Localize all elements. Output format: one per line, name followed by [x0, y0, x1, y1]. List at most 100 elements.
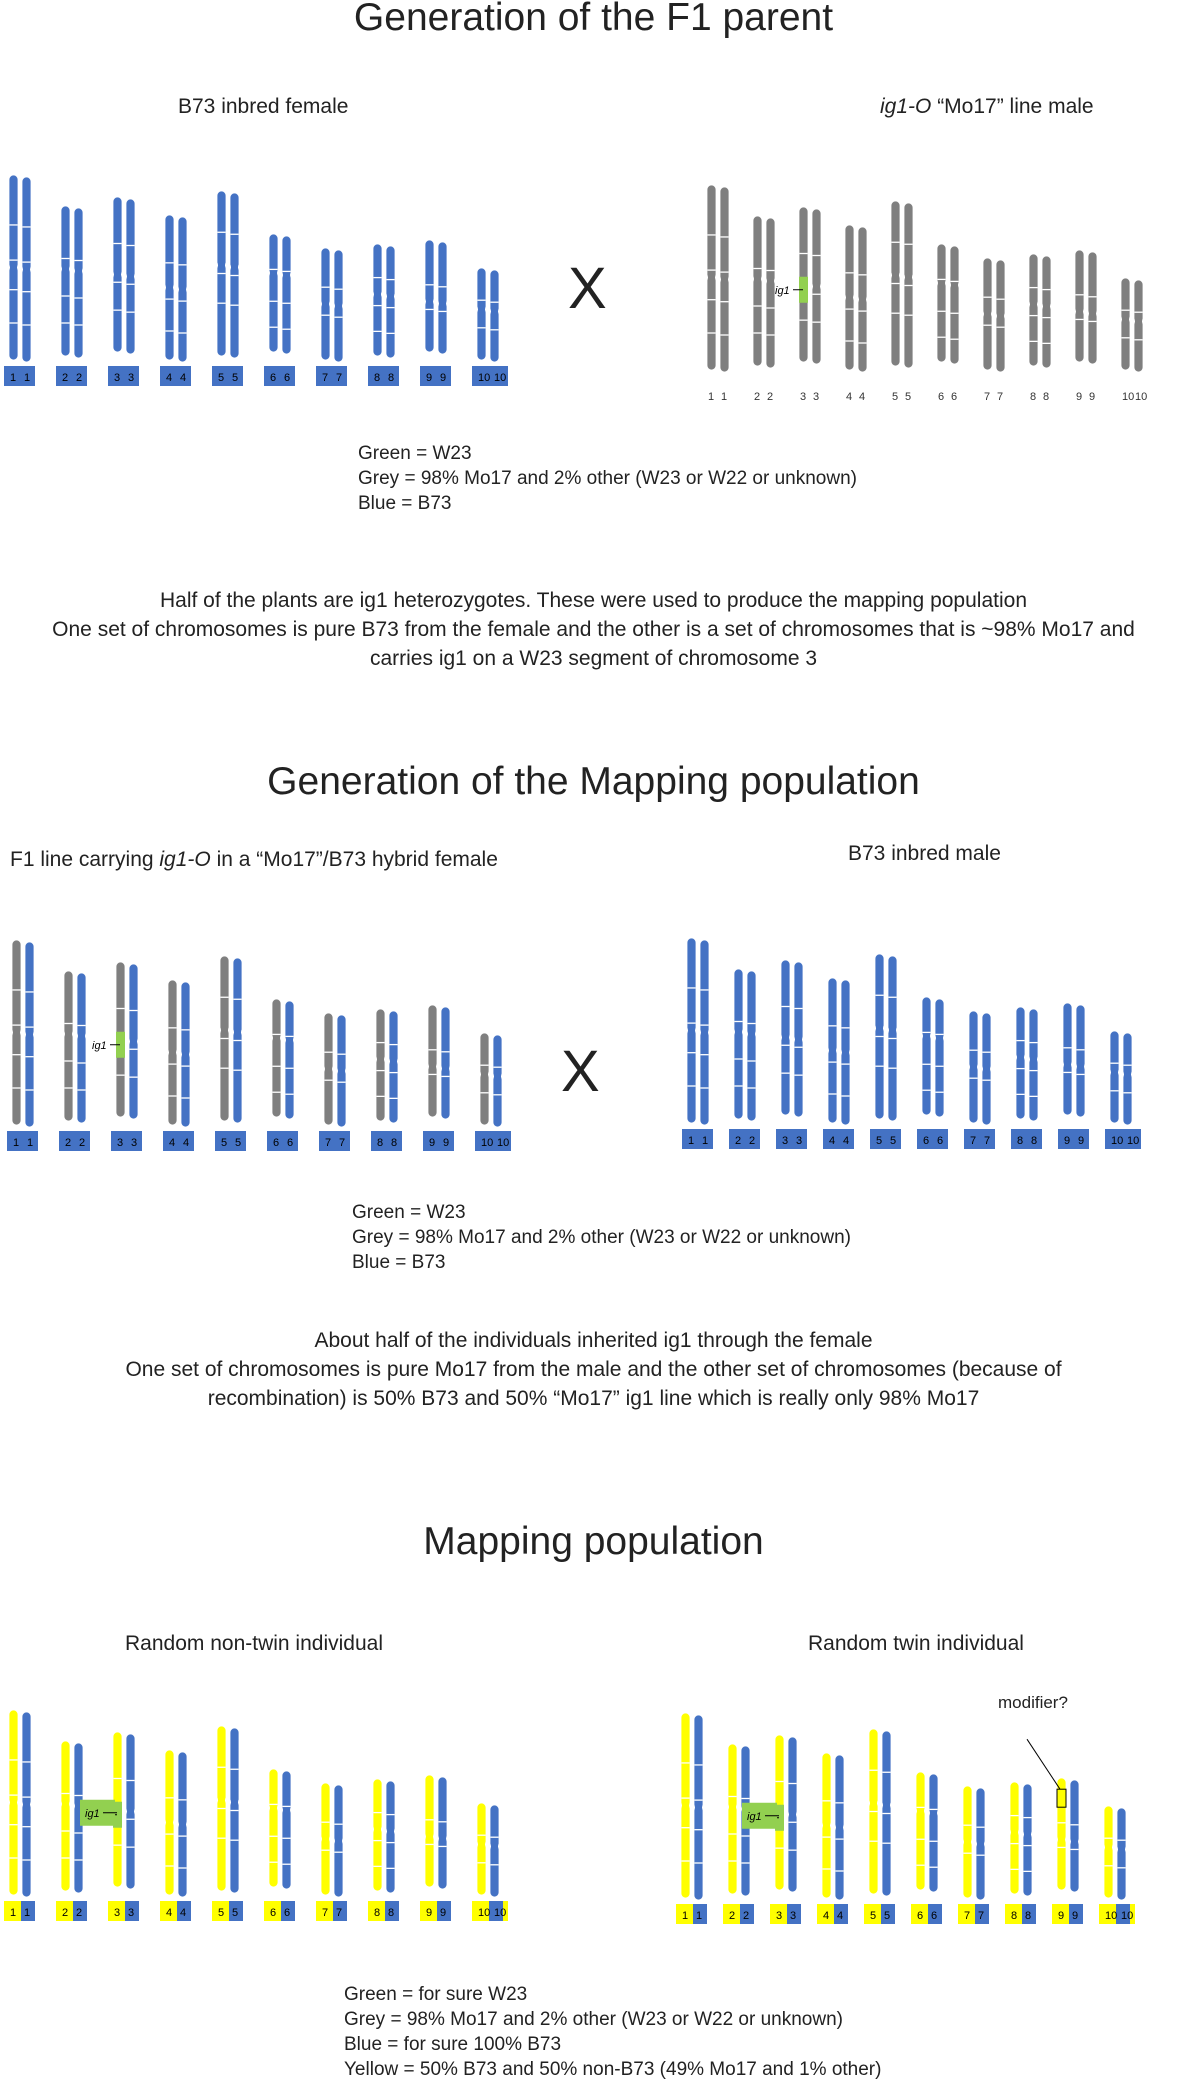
- modifier-label: modifier?: [998, 1693, 1068, 1712]
- ig1-label-block: ig1: [85, 1808, 100, 1820]
- chromosome-number-5-a: 5: [870, 1910, 876, 1922]
- mo17-male-label: ig1-O “Mo17” line male: [880, 95, 1094, 119]
- number-box-7-b: [975, 1904, 989, 1924]
- number-box-6-b: [934, 1129, 948, 1149]
- number-box-5-b: [881, 1904, 895, 1924]
- ig1-label: ig1: [775, 285, 790, 297]
- description-2-line2: One set of chromosomes is pure Mo17 from…: [125, 1358, 1062, 1381]
- chromosome-5-b: [229, 1727, 240, 1894]
- chromosome-number-5-a: 5: [221, 1137, 227, 1149]
- legend-3-green: Green = for sure W23: [344, 1984, 528, 2005]
- chromosome-number-7-b: 7: [336, 1907, 342, 1919]
- chromosome-number-7-a: 7: [984, 391, 990, 403]
- number-box-4-b: [177, 1901, 191, 1921]
- twin-karyotype: 1122ig1ig1334455667788991010: [676, 1712, 1135, 1924]
- chromosome-7-a: [320, 1782, 331, 1896]
- chromosome-10-a: [1103, 1805, 1114, 1899]
- chromosome-8-a: [1015, 1006, 1026, 1120]
- chromosome-number-1-a: 1: [10, 1907, 16, 1919]
- chromosome-10-a: [1109, 1030, 1120, 1124]
- chromosome-5-b: [903, 202, 914, 369]
- chromosome-10-b: [1133, 279, 1144, 373]
- number-box-1-b: [21, 366, 35, 386]
- chromosome-8-a: [1009, 1781, 1020, 1895]
- cross-symbol-2: X: [561, 1039, 600, 1104]
- section3-title: Mapping population: [423, 1520, 764, 1563]
- chromosome-number-4-a: 4: [169, 1137, 175, 1149]
- number-box-10-b: [489, 366, 503, 386]
- panel-population-chromosomes: 1122ig1ig1334455667788991010 1122ig1ig13…: [4, 1709, 1135, 1924]
- chromosome-number-1-b: 1: [702, 1135, 708, 1147]
- chromosome-4-a: [167, 979, 178, 1126]
- b73-male-label: B73 inbred male: [848, 842, 1001, 865]
- f1-female-label: F1 line carrying ig1-O in a “Mo17”/B73 h…: [10, 848, 498, 872]
- chromosome-8-b: [388, 1010, 399, 1124]
- chromosome-1-a: [706, 184, 717, 371]
- section1-title: Generation of the F1 parent: [353, 0, 834, 39]
- number-box-9-b: [1075, 1129, 1089, 1149]
- chromosome-number-7-b: 7: [336, 372, 342, 384]
- number-box-9-b: [1069, 1904, 1083, 1924]
- chromosome-number-10-b: 10: [497, 1137, 509, 1149]
- chromosome-4-a: [827, 977, 838, 1124]
- chromosome-number-10-b: 10: [1135, 391, 1147, 403]
- chromosome-number-8-a: 8: [374, 372, 380, 384]
- number-box-8-b: [1028, 1129, 1042, 1149]
- chromosome-number-9-a: 9: [1064, 1135, 1070, 1147]
- chromosome-2-b: [765, 217, 776, 369]
- chromosome-4-a: [164, 1749, 175, 1896]
- section2-title: Generation of the Mapping population: [267, 760, 920, 803]
- number-box-1-b: [21, 1901, 35, 1921]
- chromosome-6-b: [281, 235, 292, 355]
- chromosome-8-b: [1028, 1008, 1039, 1122]
- chromosome-9-a: [427, 1004, 438, 1118]
- chromosome-2-b: [746, 970, 757, 1122]
- number-box-4-b: [840, 1129, 854, 1149]
- description-1: Half of the plants are ig1 heterozygotes…: [0, 586, 1187, 673]
- number-box-2-b: [76, 1131, 90, 1151]
- description-1-line2: One set of chromosomes is pure B73 from …: [52, 618, 1135, 641]
- b73-male-karyotype: 1 1 2 2 3 3 4 4 5 5 6 6 7 7 8 8 9 9 10 10: [682, 937, 1141, 1149]
- chromosome-5-b: [232, 957, 243, 1124]
- legend-3-blue: Blue = for sure 100% B73: [344, 2034, 562, 2055]
- chromosome-number-7-a: 7: [322, 372, 328, 384]
- chromosome-8-b: [385, 1780, 396, 1894]
- number-box-3-b: [125, 366, 139, 386]
- number-box-2-b: [73, 366, 87, 386]
- chromosome-number-3-b: 3: [128, 1907, 134, 1919]
- chromosome-10-b: [489, 1804, 500, 1898]
- number-box-1-b: [699, 1129, 713, 1149]
- chromosome-number-2-a: 2: [729, 1910, 735, 1922]
- chromosome-2-a: [60, 205, 71, 357]
- chromosome-number-7-b: 7: [997, 391, 1003, 403]
- chromosome-number-4-a: 4: [846, 391, 852, 403]
- chromosome-6-b: [934, 998, 945, 1118]
- chromosome-6-a: [271, 998, 282, 1118]
- chromosome-number-7-a: 7: [964, 1910, 970, 1922]
- chromosome-5-a: [874, 953, 885, 1120]
- chromosome-number-6-b: 6: [284, 372, 290, 384]
- chromosome-9-b: [437, 1776, 448, 1890]
- chromosome-number-8-b: 8: [1025, 1910, 1031, 1922]
- chromosome-9-b: [437, 241, 448, 355]
- mo17-male-karyotype: 1 1 2 2 ig1 3 3 4 4 5 5 6 6 7 7 8 8 9 9 10 10: [706, 184, 1147, 403]
- description-1-line3: carries ig1 on a W23 segment of chromoso…: [369, 647, 818, 670]
- number-box-6-b: [928, 1904, 942, 1924]
- chromosome-number-3-b: 3: [128, 372, 134, 384]
- number-box-7-b: [333, 366, 347, 386]
- chromosome-2-a: [63, 970, 74, 1122]
- chromosome-number-2-a: 2: [62, 1907, 68, 1919]
- chromosome-number-9-b: 9: [1089, 391, 1095, 403]
- chromosome-number-4-b: 4: [180, 372, 186, 384]
- chromosome-6-b: [928, 1773, 939, 1893]
- b73-female-karyotype: 1 1 2 2 3 3 4 4 5 5 6 6 7 7 8 8 9 9 10 10: [4, 174, 508, 386]
- chromosome-7-b: [975, 1787, 986, 1901]
- number-box-3-b: [125, 1901, 139, 1921]
- chromosome-9-b: [1069, 1779, 1080, 1893]
- number-box-7-b: [336, 1131, 350, 1151]
- modifier-pointer: [1026, 1738, 1061, 1790]
- chromosome-4-b: [834, 1754, 845, 1901]
- chromosome-number-10-b: 10: [1127, 1135, 1139, 1147]
- chromosome-number-10-b: 10: [494, 372, 506, 384]
